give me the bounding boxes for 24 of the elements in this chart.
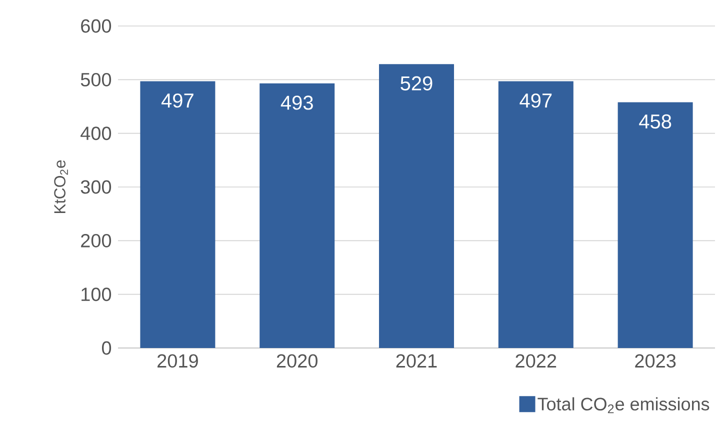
data-label: 497 (161, 93, 194, 108)
y-axis-title: KtCO$_{2}$e (54, 160, 68, 214)
x-tick-label: 2023 (635, 354, 676, 368)
x-tick-label: 2019 (158, 354, 198, 368)
y-tick-label: 400 (80, 126, 112, 140)
bar (260, 83, 335, 348)
data-label: 458 (639, 114, 672, 129)
x-tick-label: 2022 (516, 354, 556, 368)
y-tick-label: 200 (81, 234, 112, 248)
bar (618, 102, 693, 348)
x-tick-label: 2020 (276, 354, 318, 368)
data-label: 493 (280, 96, 313, 110)
y-tick-label: 0 (102, 341, 112, 355)
legend-label: Total CO$_{2}$e emissions (538, 397, 710, 414)
bar (379, 64, 454, 348)
data-label: 529 (400, 76, 432, 90)
y-tick-label: 500 (80, 72, 112, 86)
y-tick-label: 600 (81, 19, 112, 33)
bar (498, 81, 574, 348)
data-label: 497 (520, 93, 552, 108)
x-tick-label: 2021 (396, 354, 437, 368)
y-tick-label: 100 (82, 288, 112, 302)
bar (140, 81, 216, 348)
y-tick-label: 300 (80, 180, 112, 194)
